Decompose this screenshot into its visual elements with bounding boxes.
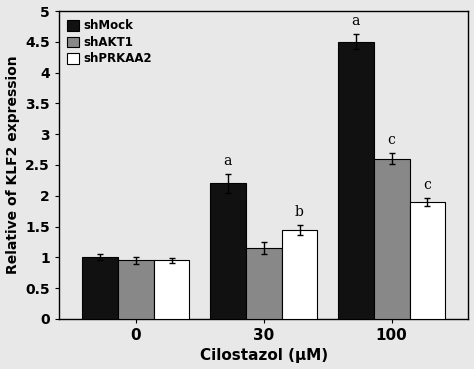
Bar: [282, 230, 318, 319]
Bar: [374, 159, 410, 319]
Bar: [246, 248, 282, 319]
Legend: shMock, shAKT1, shPRKAA2: shMock, shAKT1, shPRKAA2: [65, 17, 155, 68]
Bar: [410, 202, 446, 319]
Text: a: a: [224, 154, 232, 168]
Text: a: a: [352, 14, 360, 28]
Text: c: c: [424, 178, 431, 192]
Bar: [210, 183, 246, 319]
X-axis label: Cilostazol (μM): Cilostazol (μM): [200, 348, 328, 363]
Bar: [82, 257, 118, 319]
Bar: [118, 261, 154, 319]
Y-axis label: Relative of KLF2 expression: Relative of KLF2 expression: [6, 56, 19, 274]
Text: b: b: [295, 204, 304, 218]
Bar: [338, 42, 374, 319]
Bar: [154, 261, 190, 319]
Text: c: c: [388, 133, 396, 147]
